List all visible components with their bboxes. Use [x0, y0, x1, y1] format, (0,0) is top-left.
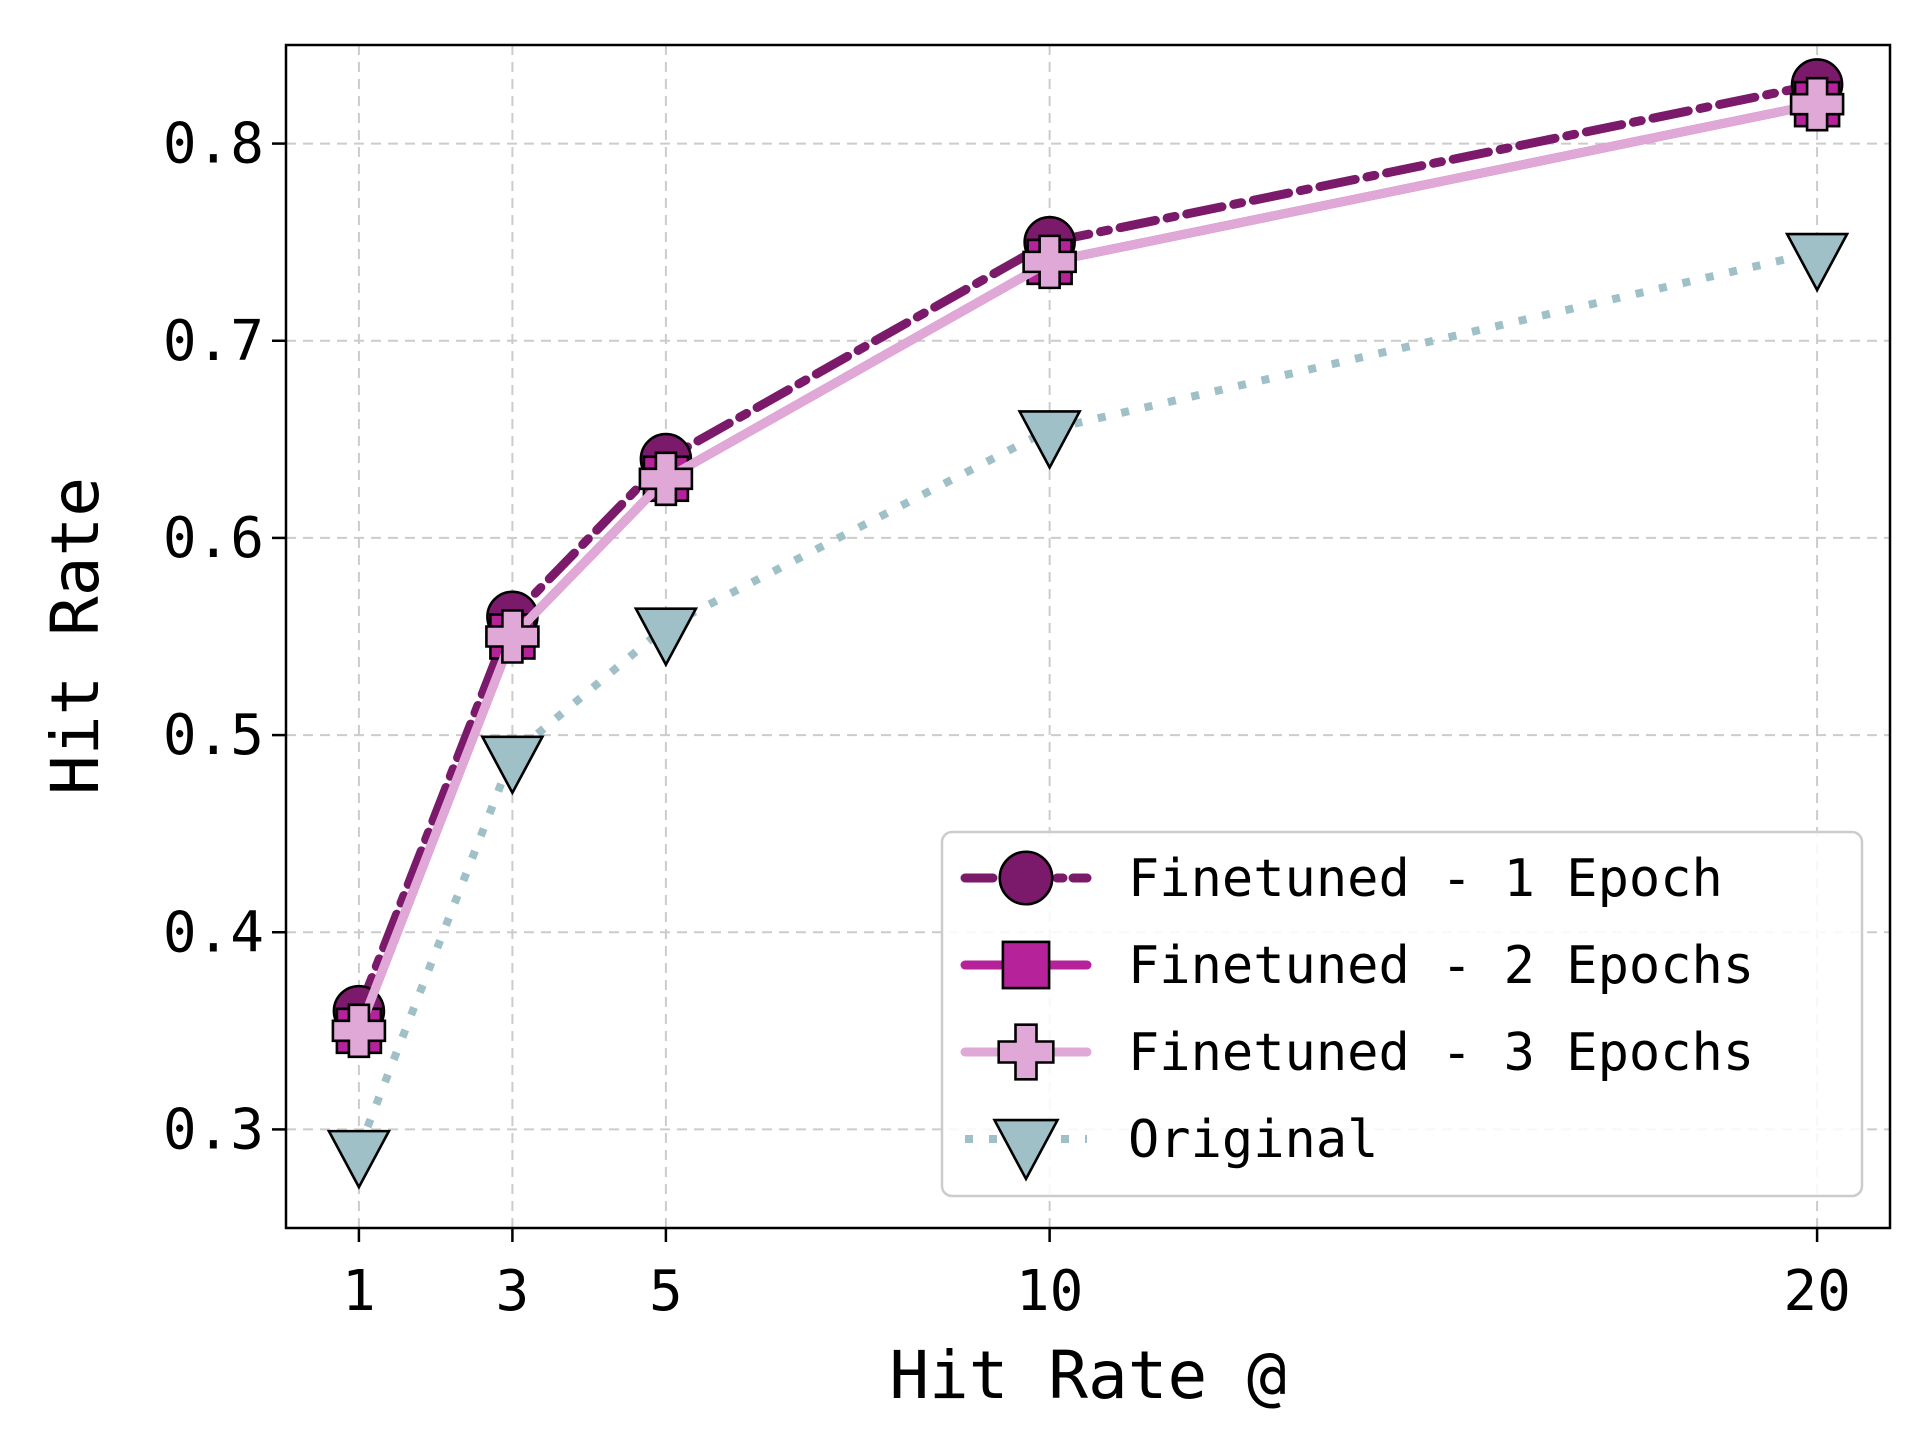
y-tick-label: 0.7	[163, 309, 264, 374]
data-point	[1784, 232, 1850, 293]
x-tick-label: 5	[649, 1259, 683, 1324]
legend-box	[940, 830, 1864, 1198]
x-tick-label: 20	[1783, 1259, 1850, 1324]
data-point	[633, 607, 699, 668]
legend-label: Finetuned - 2 Epochs	[1128, 936, 1754, 996]
data-point	[1017, 410, 1082, 471]
x-tick-label: 10	[1016, 1259, 1083, 1324]
data-point	[480, 735, 545, 796]
y-tick-label: 0.5	[163, 703, 264, 768]
y-tick-label: 0.6	[163, 506, 264, 571]
legend-entry: Finetuned - 1 Epoch	[960, 849, 1723, 909]
series-layer	[326, 58, 1850, 1190]
data-point	[1022, 234, 1077, 290]
y-axis-label: Hit Rate	[37, 477, 114, 795]
data-point	[638, 451, 694, 507]
x-tick-label: 3	[496, 1259, 530, 1324]
data-point	[485, 609, 540, 664]
legend-swatch-marker	[998, 850, 1054, 906]
y-tick-label: 0.4	[163, 900, 264, 965]
x-axis-ticks: 1 3 5 10 20	[342, 1228, 1851, 1324]
data-point	[326, 1129, 392, 1190]
legend-entry: Original	[965, 1110, 1378, 1182]
legend-entry: Finetuned - 3 Epochs	[960, 1023, 1754, 1083]
legend: Finetuned - 1 Epoch Finetuned - 2 Epochs F…	[940, 830, 1864, 1198]
legend-label: Finetuned - 3 Epochs	[1128, 1023, 1754, 1083]
series-3	[331, 76, 1845, 1059]
y-tick-label: 0.3	[163, 1097, 264, 1162]
y-tick-label: 0.8	[163, 112, 264, 177]
data-point	[1789, 76, 1845, 132]
legend-label: Original	[1128, 1110, 1378, 1170]
data-point	[331, 1003, 387, 1059]
x-tick-label: 1	[342, 1259, 376, 1324]
legend-swatch-marker	[992, 1118, 1060, 1182]
legend-entry: Finetuned - 2 Epochs	[960, 936, 1754, 996]
series-4	[326, 232, 1850, 1190]
legend-label: Finetuned - 1 Epoch	[1128, 849, 1723, 909]
plot-frame	[284, 43, 1892, 1230]
legend-swatch-marker	[1001, 940, 1051, 990]
y-axis-ticks: 0.3 0.4 0.5 0.6 0.7 0.8	[163, 112, 286, 1162]
x-axis-label: Hit Rate @	[889, 1337, 1286, 1414]
legend-swatch-marker	[997, 1023, 1055, 1081]
